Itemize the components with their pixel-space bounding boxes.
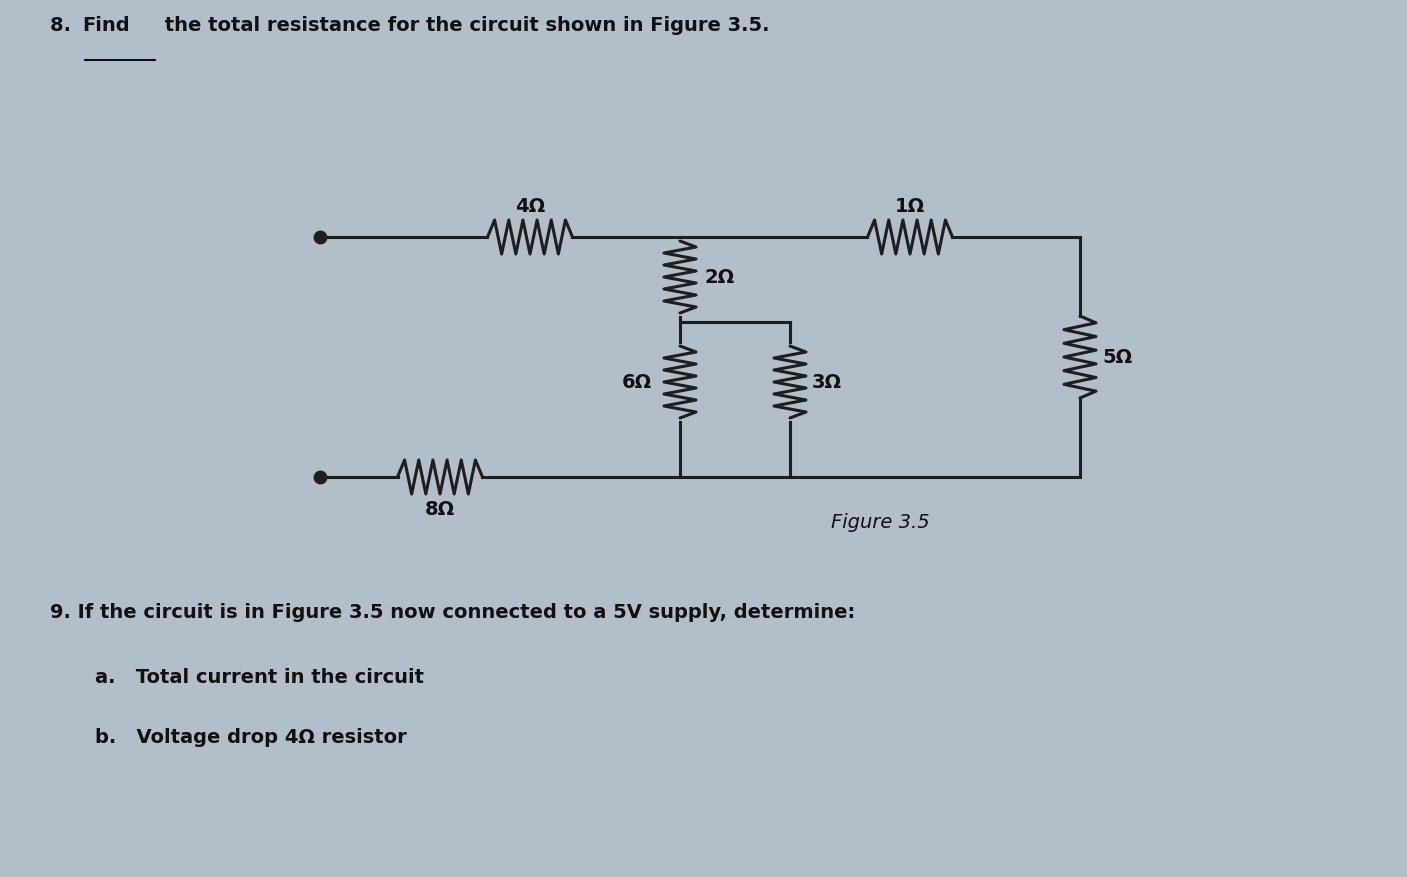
Text: 8Ω: 8Ω [425,499,454,518]
Text: the total resistance for the circuit shown in Figure 3.5.: the total resistance for the circuit sho… [158,16,770,35]
Text: a.   Total current in the circuit: a. Total current in the circuit [96,667,424,686]
Text: Figure 3.5: Figure 3.5 [830,512,929,531]
Text: 2Ω: 2Ω [705,268,734,287]
Text: 5Ω: 5Ω [1102,348,1133,367]
Text: 9. If the circuit is in Figure 3.5 now connected to a 5V supply, determine:: 9. If the circuit is in Figure 3.5 now c… [51,602,855,621]
Text: 6Ω: 6Ω [622,373,651,392]
Text: 8.: 8. [51,16,77,35]
Text: 4Ω: 4Ω [515,196,545,216]
Text: 1Ω: 1Ω [895,196,924,216]
Text: Find: Find [82,16,129,35]
Text: b.   Voltage drop 4Ω resistor: b. Voltage drop 4Ω resistor [96,727,407,746]
Text: 3Ω: 3Ω [812,373,841,392]
